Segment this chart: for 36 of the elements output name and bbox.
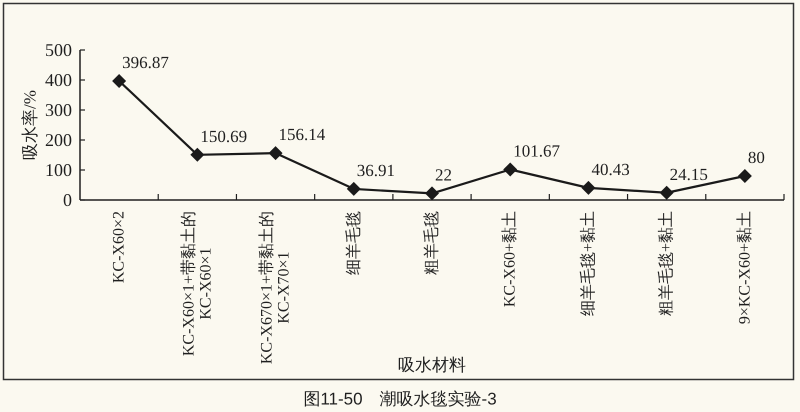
caption: 图11-50 潮吸水毯实验-3 bbox=[303, 390, 497, 408]
x-tick-label: KC-X60×1+带黏土的 KC-X60×1 bbox=[179, 211, 214, 356]
point bbox=[346, 182, 361, 196]
point bbox=[660, 186, 674, 200]
y-tick-label: 100 bbox=[45, 160, 72, 180]
data-label: 101.67 bbox=[513, 142, 560, 160]
data-label: 80 bbox=[748, 148, 765, 167]
data-label: 22 bbox=[435, 165, 452, 184]
x-tick-label: KC-X670×1+带黏土的 KC-X70×1 bbox=[258, 211, 293, 364]
x-tick-label: 粗羊毛毯 bbox=[422, 211, 440, 275]
point bbox=[581, 180, 596, 195]
x-tick-label: 9×KC-X60+黏土 bbox=[735, 211, 754, 324]
y-tick-label: 500 bbox=[45, 40, 72, 60]
point bbox=[425, 186, 439, 200]
point bbox=[190, 148, 204, 162]
point bbox=[738, 169, 752, 183]
data-label: 40.43 bbox=[591, 160, 630, 179]
data-label: 396.87 bbox=[122, 52, 170, 72]
x-tick-label: 细羊毛毯 bbox=[344, 211, 362, 275]
y-tick-label: 200 bbox=[45, 130, 72, 150]
data-label: 150.69 bbox=[200, 126, 248, 146]
x-axis-title: 吸水材料 bbox=[398, 356, 466, 374]
point bbox=[503, 162, 518, 176]
x-tick-label: KC-X60×2 bbox=[110, 211, 128, 284]
y-axis-title: 吸水率/% bbox=[20, 90, 40, 160]
data-label: 24.15 bbox=[670, 164, 708, 184]
y-tick-label: 400 bbox=[45, 70, 72, 90]
point bbox=[268, 146, 283, 160]
data-label: 156.14 bbox=[278, 125, 326, 144]
point bbox=[112, 74, 126, 88]
y-tick-label: 300 bbox=[45, 100, 72, 120]
x-tick-label: 粗羊毛毯+黏土 bbox=[657, 211, 676, 316]
x-tick-label: 细羊毛毯+黏土 bbox=[578, 211, 597, 316]
y-tick-label: 0 bbox=[63, 190, 72, 210]
x-tick-label: KC-X60+黏土 bbox=[500, 211, 519, 308]
data-label: 36.91 bbox=[356, 160, 396, 180]
